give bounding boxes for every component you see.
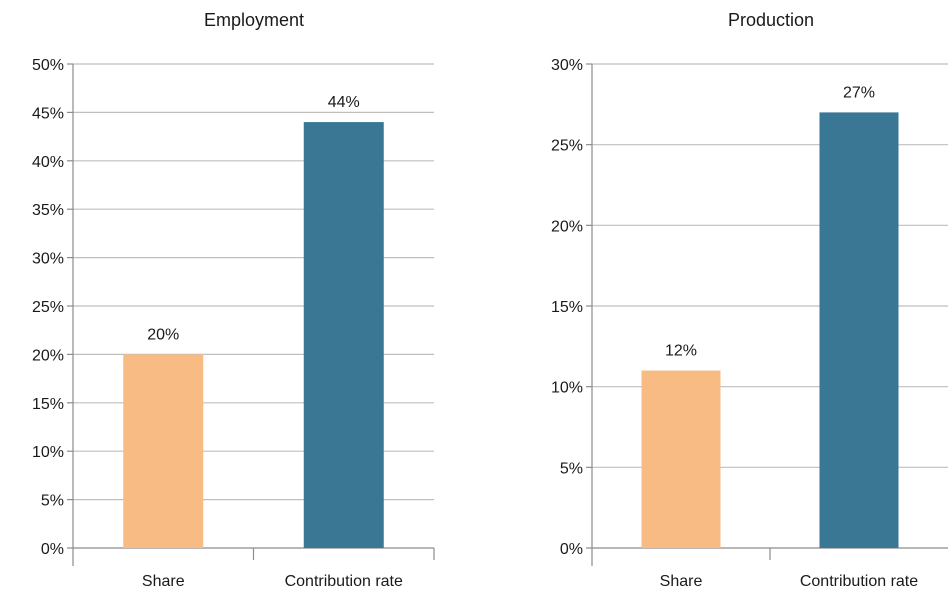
y-tick-label: 5% (41, 493, 64, 510)
y-tick-label: 0% (41, 541, 64, 558)
x-category-label: Share (142, 573, 185, 590)
y-tick-label: 40% (32, 154, 64, 171)
y-tick-label: 5% (560, 460, 583, 477)
data-label: 27% (843, 84, 875, 101)
y-tick-label: 10% (32, 444, 64, 461)
production-chart: Production 0% 5% 10% 15% 20% 25% 30% 12% Share 27… (551, 10, 948, 590)
y-tick-label: 0% (560, 541, 583, 558)
data-label: 44% (328, 94, 360, 111)
y-tick-label: 20% (551, 218, 583, 235)
y-tick-label: 25% (551, 138, 583, 155)
y-tick-label: 45% (32, 105, 64, 122)
bar-share (123, 354, 204, 548)
x-category-label: Contribution rate (800, 573, 918, 590)
y-tick-label: 20% (32, 347, 64, 364)
data-label: 12% (665, 343, 697, 360)
y-tick-label: 30% (551, 57, 583, 74)
data-label: 20% (147, 326, 179, 343)
production-chart-title: Production (728, 10, 814, 30)
employment-chart: Employment 0% 5% 10% 15% 20% 25% 30% 35% 40% 45% 5… (32, 10, 435, 590)
y-tick-label: 25% (32, 299, 64, 316)
bar-contribution-rate (303, 122, 384, 548)
y-tick-label: 15% (551, 299, 583, 316)
bar-contribution-rate (819, 112, 899, 549)
bar-share (641, 370, 721, 548)
y-tick-label: 10% (551, 380, 583, 397)
y-tick-label: 35% (32, 202, 64, 219)
x-category-label: Share (660, 573, 703, 590)
employment-chart-title: Employment (204, 10, 304, 30)
y-tick-label: 50% (32, 57, 64, 74)
y-tick-label: 30% (32, 251, 64, 268)
x-category-label: Contribution rate (285, 573, 403, 590)
y-tick-label: 15% (32, 396, 64, 413)
